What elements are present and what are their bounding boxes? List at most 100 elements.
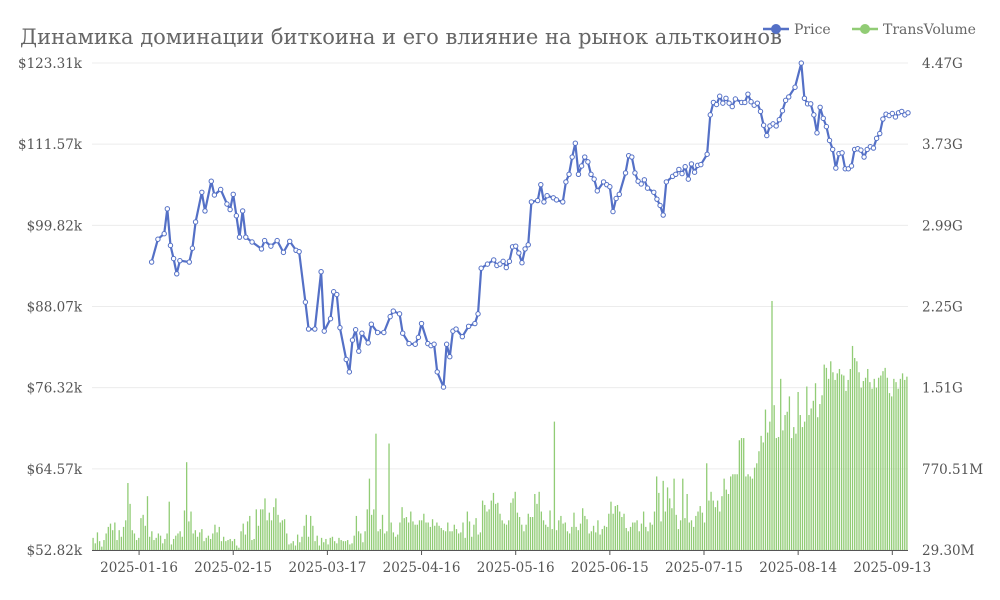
volume-bar	[177, 533, 179, 550]
volume-bar	[860, 387, 862, 550]
volume-bar	[499, 513, 501, 550]
price-point	[858, 147, 864, 153]
x-axis: 2025-01-16 2025-02-15 2025-03-17 2025-04-16…	[92, 550, 931, 576]
volume-bar	[632, 522, 634, 550]
volume-bar	[296, 534, 299, 550]
volume-bar	[588, 533, 590, 550]
volume-bar	[858, 372, 860, 550]
price-point	[578, 163, 585, 169]
volume-bar	[114, 522, 116, 550]
volume-bar	[897, 388, 899, 550]
volume-bar	[505, 524, 508, 550]
volume-bar	[540, 511, 542, 550]
price-point	[566, 171, 572, 178]
volume-bar	[743, 438, 745, 550]
legend-volume-marker	[860, 24, 870, 34]
price-point	[544, 193, 550, 199]
volume-bar	[599, 534, 601, 550]
legend-item-price[interactable]: Price	[763, 22, 831, 38]
volume-bar	[205, 537, 207, 550]
volume-bar	[734, 474, 736, 550]
volume-bar	[508, 520, 510, 550]
volume-bar	[375, 433, 377, 550]
volume-bar	[410, 511, 412, 550]
price-point	[177, 257, 183, 264]
volume-bar	[766, 432, 769, 550]
price-point	[613, 195, 619, 202]
price-point	[202, 208, 208, 214]
price-point	[418, 320, 425, 327]
price-point	[629, 154, 635, 160]
volume-bar	[401, 507, 403, 550]
volume-bar	[323, 542, 325, 550]
price-point	[610, 208, 616, 215]
volume-bar	[684, 518, 686, 550]
price-point	[261, 237, 268, 244]
volume-bar	[664, 511, 667, 550]
price-point	[726, 100, 732, 106]
volume-bar	[510, 502, 512, 550]
price-point	[516, 250, 522, 256]
price-point	[525, 242, 531, 248]
volume-bar	[362, 542, 364, 550]
volume-bar	[708, 500, 710, 550]
price-point	[268, 243, 274, 249]
volume-bar	[656, 476, 658, 550]
price-point	[528, 199, 535, 205]
volume-bar	[386, 531, 388, 550]
volume-bar	[238, 547, 240, 550]
volume-bar	[484, 504, 486, 550]
volume-bar	[573, 512, 575, 550]
volume-bar	[283, 519, 286, 550]
volume-bar	[314, 541, 316, 550]
volume-bar	[873, 378, 875, 550]
volume-bar	[462, 522, 464, 550]
volume-bar	[610, 501, 612, 550]
volume-bar	[312, 525, 314, 550]
volume-bar	[851, 345, 854, 550]
volume-bar	[699, 506, 701, 550]
legend-item-transvolume[interactable]: TransVolume	[852, 22, 976, 38]
volume-bar	[481, 500, 484, 550]
price-point	[321, 328, 327, 334]
volume-bar	[730, 476, 732, 550]
volume-bar	[434, 525, 436, 550]
volume-bar	[616, 504, 619, 550]
volume-bar	[183, 510, 186, 550]
volume-bar	[712, 500, 714, 550]
price-point	[644, 185, 651, 191]
volume-bar	[240, 531, 242, 550]
volume-bar	[218, 526, 220, 550]
price-point	[745, 91, 751, 97]
volume-bar	[760, 435, 762, 550]
volume-bar	[503, 523, 506, 550]
price-point	[754, 100, 761, 106]
price-point	[538, 181, 544, 188]
volume-bar	[127, 483, 129, 550]
volume-bar	[827, 378, 830, 550]
volume-bar	[96, 532, 99, 550]
volume-bar	[342, 541, 344, 550]
volume-bar	[723, 478, 725, 550]
volume-bar	[159, 535, 162, 550]
y-right-tick-label: 770.51M	[922, 462, 983, 478]
volume-bar	[316, 535, 318, 550]
volume-bar	[131, 530, 133, 550]
volume-bar	[845, 390, 847, 550]
price-point	[434, 369, 440, 375]
price-point	[327, 315, 334, 322]
price-point	[233, 213, 240, 219]
volume-bar	[590, 531, 593, 550]
price-point	[359, 330, 365, 336]
price-point	[431, 341, 437, 347]
volume-bar	[677, 529, 680, 550]
volume-bar	[899, 378, 902, 550]
price-point	[472, 320, 478, 327]
volume-bar	[812, 400, 814, 550]
volume-bar	[207, 535, 210, 550]
left-axis: $52.82k $64.57k $76.32k $88.07k $99.82k $111.…	[18, 56, 83, 559]
volume-bar	[351, 543, 353, 550]
volume-bar	[129, 503, 131, 550]
volume-bar	[149, 536, 151, 550]
volume-bar	[579, 523, 582, 550]
